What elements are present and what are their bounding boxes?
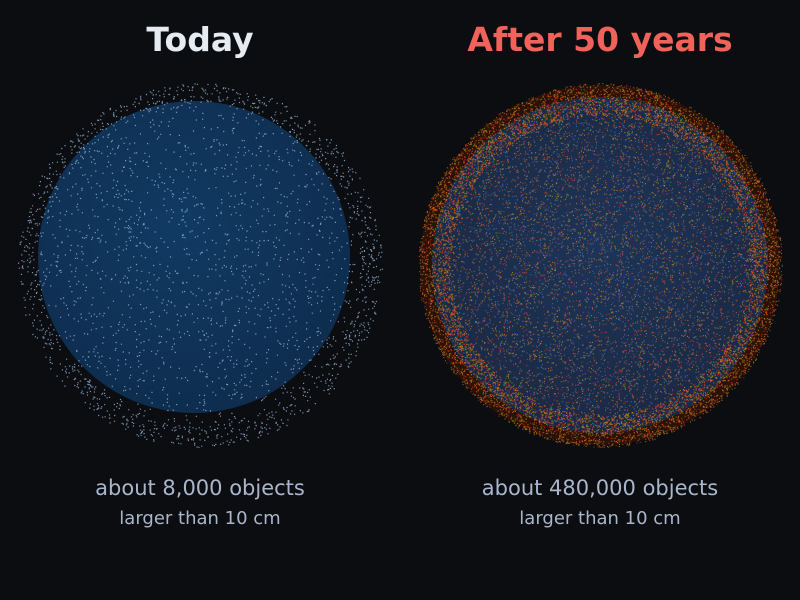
earth-disc [38,101,350,413]
future-globe-panel [410,75,790,455]
today-debris-globe [18,83,384,448]
today-globe-panel [10,75,390,455]
today-size-threshold: larger than 10 cm [119,508,281,529]
today-title: Today [146,20,254,59]
future-size-threshold: larger than 10 cm [519,508,681,529]
today-object-count: about 8,000 objects [95,476,305,500]
future-title: After 50 years [467,20,733,59]
earth-disc [432,97,768,433]
future-object-count: about 480,000 objects [481,476,719,500]
future-debris-globe [418,83,783,448]
